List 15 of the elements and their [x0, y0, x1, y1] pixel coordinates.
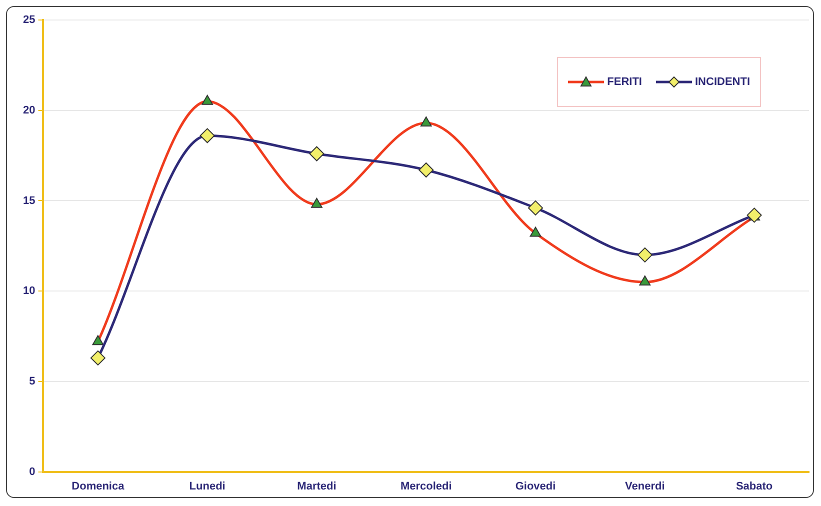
x-tick-label: Lunedi [189, 480, 226, 492]
x-tick-label: Venerdi [625, 480, 665, 492]
y-tick-label: 20 [22, 104, 36, 116]
y-tick-label: 25 [22, 14, 36, 26]
x-tick-label: Domenica [72, 480, 126, 492]
y-tick-label: 0 [29, 466, 36, 478]
y-tick-label: 15 [22, 194, 36, 207]
legend-label: FERITI [607, 76, 642, 88]
y-tick-label: 5 [29, 375, 36, 388]
legend-label: INCIDENTI [695, 76, 750, 88]
x-tick-label: Martedi [297, 480, 336, 492]
x-tick-label: Sabato [736, 480, 773, 492]
x-tick-label: Giovedi [515, 480, 556, 492]
x-tick-label: Mercoledi [400, 480, 452, 492]
y-tick-label: 10 [22, 285, 36, 298]
